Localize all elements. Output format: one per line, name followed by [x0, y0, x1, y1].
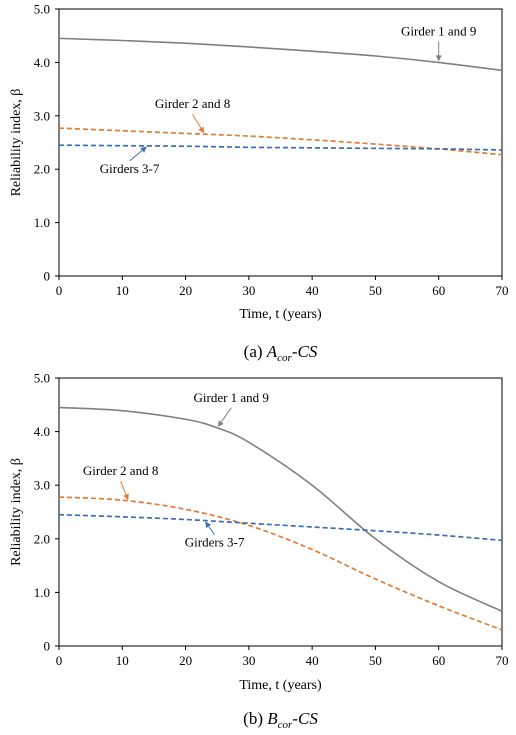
annotation-label: Girder 1 and 9: [193, 390, 268, 405]
y-tick-label: 4.0: [34, 424, 50, 439]
plot-frame: [58, 8, 503, 277]
plot-frame: [58, 377, 503, 647]
annotation-arrowhead: [198, 126, 205, 134]
x-axis-label: Time, t (years): [239, 307, 322, 322]
annotation-arrowhead: [123, 493, 129, 501]
y-tick-label: 0: [44, 639, 51, 654]
x-tick-label: 0: [56, 653, 63, 668]
series-line-girders-3-7: [58, 513, 503, 542]
y-tick-label: 3.0: [34, 478, 50, 493]
x-tick-label: 30: [242, 653, 255, 668]
y-tick-label: 2.0: [34, 531, 50, 546]
x-tick-label: 60: [432, 653, 445, 668]
annotation-label: Girder 2 and 8: [155, 96, 230, 111]
y-tick-label: 3.0: [34, 108, 50, 123]
annotation-label: Girder 2 and 8: [83, 463, 158, 478]
series-line-girder-2-and-8: [58, 127, 503, 156]
x-tick-label: 40: [306, 283, 319, 298]
annotation-label: Girders 3-7: [185, 535, 245, 550]
x-tick-label: 50: [369, 653, 382, 668]
series-line-girders-3-7: [58, 144, 503, 151]
x-tick-label: 40: [306, 653, 319, 668]
y-tick-label: 0: [44, 269, 51, 284]
annotation-arrowhead: [205, 521, 212, 529]
x-tick-label: 20: [179, 283, 192, 298]
panel-caption: (b) Bcor-CS: [243, 709, 318, 731]
annotation-label: Girders 3-7: [100, 161, 160, 176]
x-tick-label: 30: [242, 283, 255, 298]
y-tick-label: 1.0: [34, 585, 50, 600]
series-line-girder-2-and-8: [58, 496, 503, 631]
chart-panel-b: 0 10 20 30 40 50 60 70 0 1.0 2.0 3.0 4.0 5.0 Time, t (…: [9, 371, 509, 732]
x-tick-label: 10: [116, 283, 129, 298]
series-line-girder-1-and-9: [58, 37, 503, 72]
annotation-label: Girder 1 and 9: [401, 23, 476, 38]
y-tick-label: 2.0: [34, 162, 50, 177]
y-axis-label: Reliability index, β: [9, 89, 24, 197]
series-line-girder-1-and-9: [58, 406, 503, 612]
x-tick-label: 10: [116, 653, 129, 668]
y-tick-label: 1.0: [34, 215, 50, 230]
x-tick-label: 60: [432, 283, 445, 298]
y-tick-label: 5.0: [34, 371, 50, 386]
x-tick-label: 50: [369, 283, 382, 298]
x-tick-label: 0: [56, 283, 63, 298]
x-tick-label: 20: [179, 653, 192, 668]
y-axis-label: Reliability index, β: [9, 458, 24, 566]
chart-panel-a: 0 10 20 30 40 50 60 70 0 1.0 2.0 3.0 4.0 5.0 Time, t (…: [9, 2, 509, 365]
annotation-arrowhead: [217, 420, 224, 428]
annotation-arrowhead: [435, 55, 442, 62]
x-tick-label: 70: [496, 653, 509, 668]
x-tick-label: 70: [496, 283, 509, 298]
x-axis-label: Time, t (years): [239, 678, 322, 693]
annotation-arrowhead: [140, 146, 147, 153]
y-tick-label: 5.0: [34, 2, 50, 17]
panel-caption: (a) Acor-CS: [244, 342, 318, 364]
y-tick-label: 4.0: [34, 55, 50, 70]
